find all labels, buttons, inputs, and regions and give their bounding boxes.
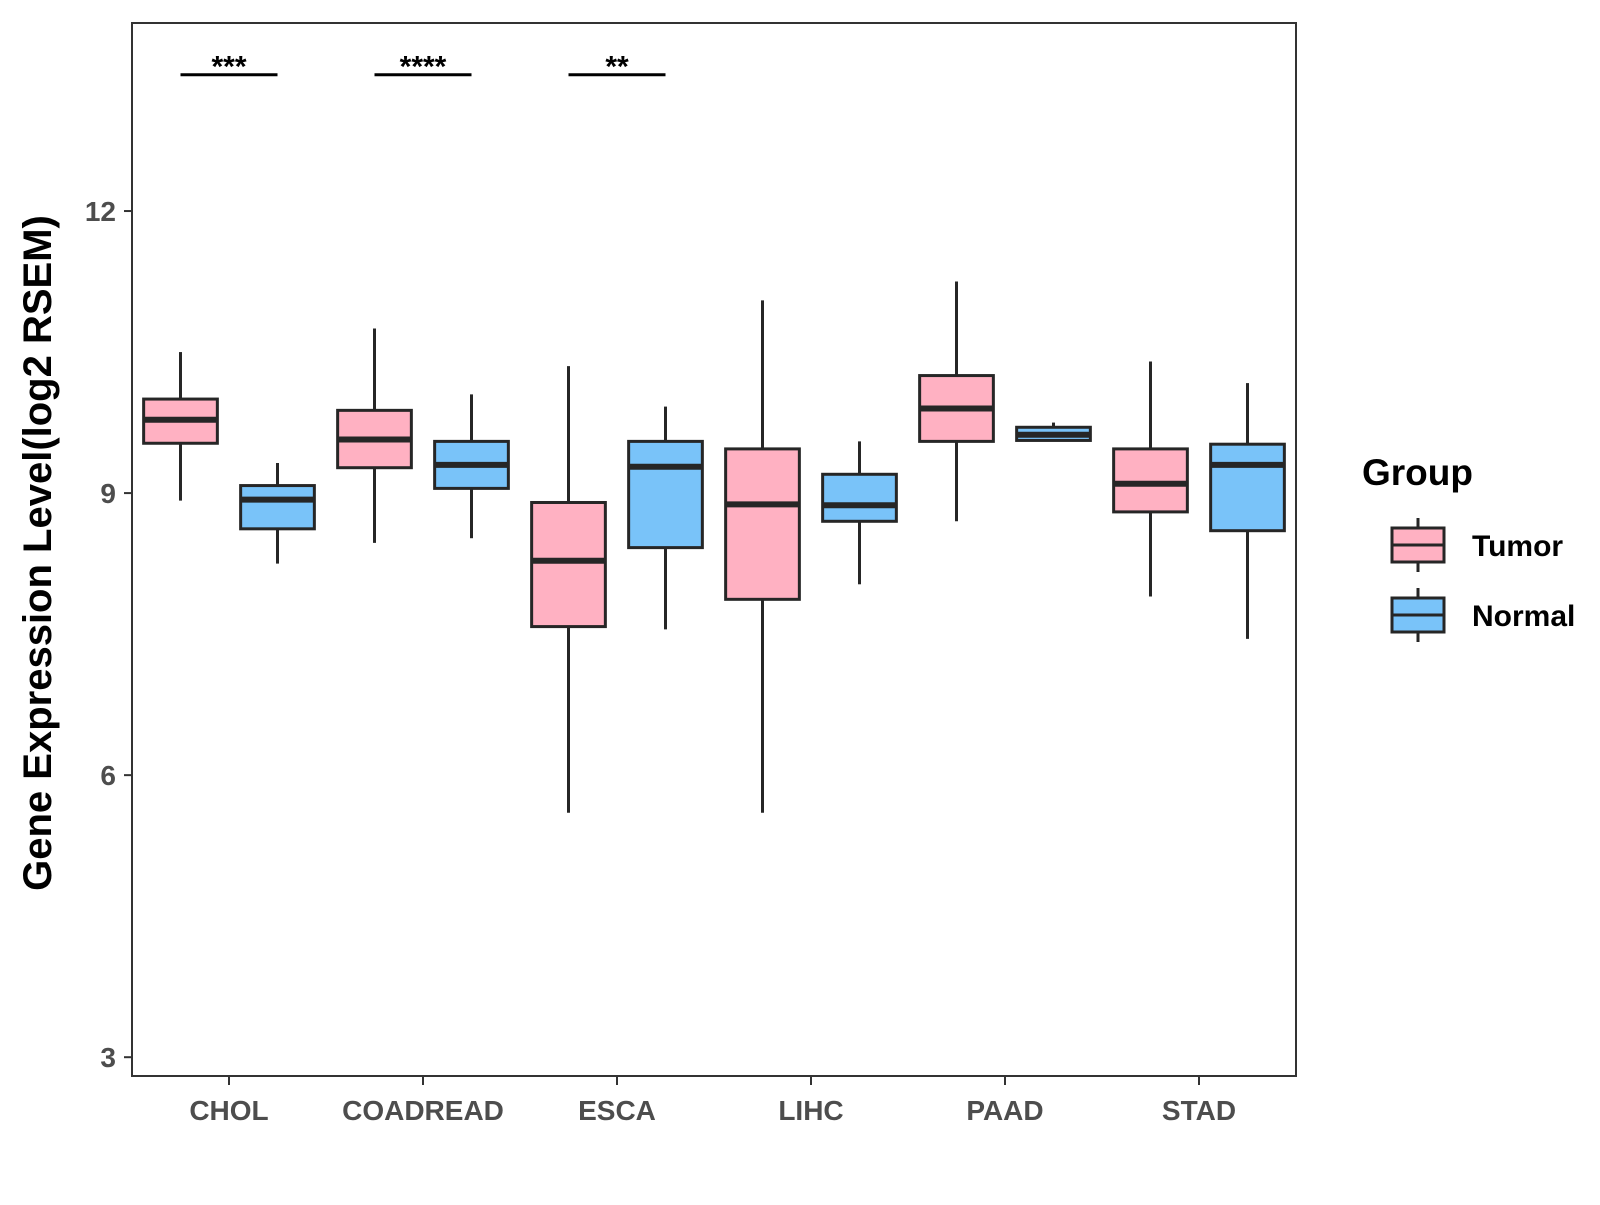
box-tumor-stad bbox=[1112, 361, 1189, 597]
y-tick-label: 12 bbox=[85, 196, 116, 227]
legend-title: Group bbox=[1362, 452, 1473, 493]
box-tumor-esca bbox=[530, 366, 607, 813]
legend-key-normal bbox=[1390, 588, 1446, 642]
box-normal-chol bbox=[239, 463, 316, 564]
box-body bbox=[724, 447, 801, 601]
legend-label-tumor: Tumor bbox=[1472, 530, 1563, 563]
box-normal-lihc bbox=[821, 441, 898, 585]
y-tick-label: 3 bbox=[100, 1042, 116, 1073]
box-tumor-paad bbox=[918, 281, 995, 522]
y-axis-title: Gene Expression Level(log2 RSEM) bbox=[16, 215, 60, 891]
significance-label: **** bbox=[400, 51, 447, 84]
x-tick-label: ESCA bbox=[578, 1095, 656, 1126]
box-tumor-coadread bbox=[336, 328, 413, 543]
box-tumor-lihc bbox=[724, 300, 801, 813]
x-tick-label: STAD bbox=[1162, 1095, 1236, 1126]
y-tick-label: 9 bbox=[100, 478, 116, 509]
legend-key-tumor bbox=[1390, 518, 1446, 572]
significance-label: ** bbox=[605, 51, 629, 84]
x-tick-label: PAAD bbox=[966, 1095, 1043, 1126]
x-tick-label: COADREAD bbox=[342, 1095, 504, 1126]
box-body bbox=[1209, 442, 1286, 533]
box-body bbox=[530, 500, 607, 629]
box-tumor-chol bbox=[142, 352, 219, 501]
panel-border bbox=[131, 22, 1297, 1077]
box-body bbox=[239, 484, 316, 531]
box-normal-paad bbox=[1015, 422, 1092, 442]
box-body bbox=[1112, 447, 1189, 514]
x-tick-label: CHOL bbox=[189, 1095, 268, 1126]
significance-label: *** bbox=[211, 51, 246, 84]
x-tick-label: LIHC bbox=[778, 1095, 843, 1126]
box-normal-coadread bbox=[433, 394, 510, 539]
box-normal-esca bbox=[627, 406, 704, 630]
box-body bbox=[821, 472, 898, 523]
box-normal-stad bbox=[1209, 383, 1286, 639]
box-body bbox=[627, 439, 704, 550]
legend-label-normal: Normal bbox=[1472, 600, 1575, 633]
y-tick-label: 6 bbox=[100, 760, 116, 791]
legend: Group Tumor Normal bbox=[1362, 452, 1575, 642]
